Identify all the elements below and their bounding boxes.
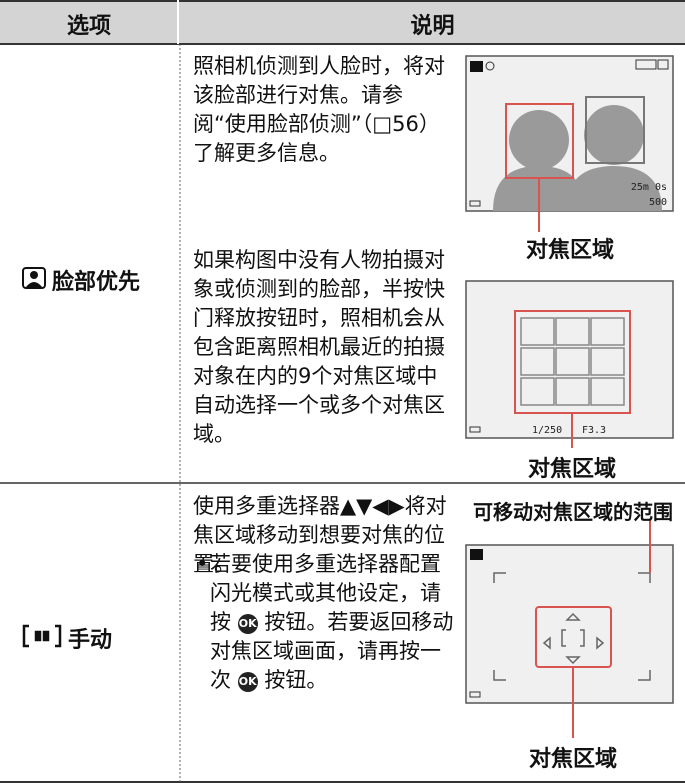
paragraph: 使用多重选择器▲▼◀▶将对焦区域移动到想要对焦的位置。	[193, 492, 455, 579]
paragraph: 照相机侦测到人脸时，将对该脸部进行对焦。请参阅“使用脸部侦测”（□56）了解更多…	[193, 52, 455, 168]
screen-aperture: F3.3	[582, 425, 606, 436]
caption: 可移动对焦区域的范围	[473, 500, 673, 524]
text: 按钮。若要返回移动对焦区域画面，请再按一次	[210, 610, 454, 692]
caption: 对焦区域	[525, 238, 614, 263]
screen-remaining: 25m 0s	[631, 182, 667, 193]
option-label: 手动	[68, 628, 113, 653]
camera-screen	[465, 520, 674, 738]
ok-button-icon: OK	[237, 614, 258, 634]
manual-icon	[22, 624, 62, 648]
screen-shutter: 1/250	[532, 425, 562, 436]
text: 照相机侦测到人脸时，将对该脸部进行对焦。请参阅“使用脸部侦测”（□56）了解更多…	[193, 54, 445, 165]
header-description: 说明	[410, 14, 455, 39]
bullet-paragraph: • 若要使用多重选择器配置闪光模式或其他设定，请按 OK 按钮。若要返回移动对焦区…	[196, 550, 455, 695]
caption: 对焦区域	[527, 457, 616, 482]
text: 若要使用多重选择器配置闪光模式或其他设定，请按	[210, 552, 441, 634]
text: 使用多重选择器▲▼◀▶将对焦区域移动到想要对焦的位置。	[193, 494, 447, 576]
option-label: 脸部优先	[52, 270, 141, 295]
camera-screen	[465, 280, 674, 448]
header-option: 选项	[66, 14, 111, 39]
caption: 对焦区域	[528, 747, 617, 772]
paragraph: 如果构图中没有人物拍摄对象或侦测到的脸部，半按快门释放按钮时，照相机会从包含距离…	[193, 246, 455, 449]
header-bg	[0, 0, 685, 44]
ok-button-icon: OK	[237, 672, 258, 692]
face-icon	[22, 267, 46, 289]
bullet: •	[196, 552, 209, 576]
camera-screen	[465, 55, 674, 232]
screen-shots: 500	[649, 197, 667, 208]
text: 如果构图中没有人物拍摄对象或侦测到的脸部，半按快门释放按钮时，照相机会从包含距离…	[193, 248, 445, 446]
text: 按钮。	[257, 668, 328, 692]
